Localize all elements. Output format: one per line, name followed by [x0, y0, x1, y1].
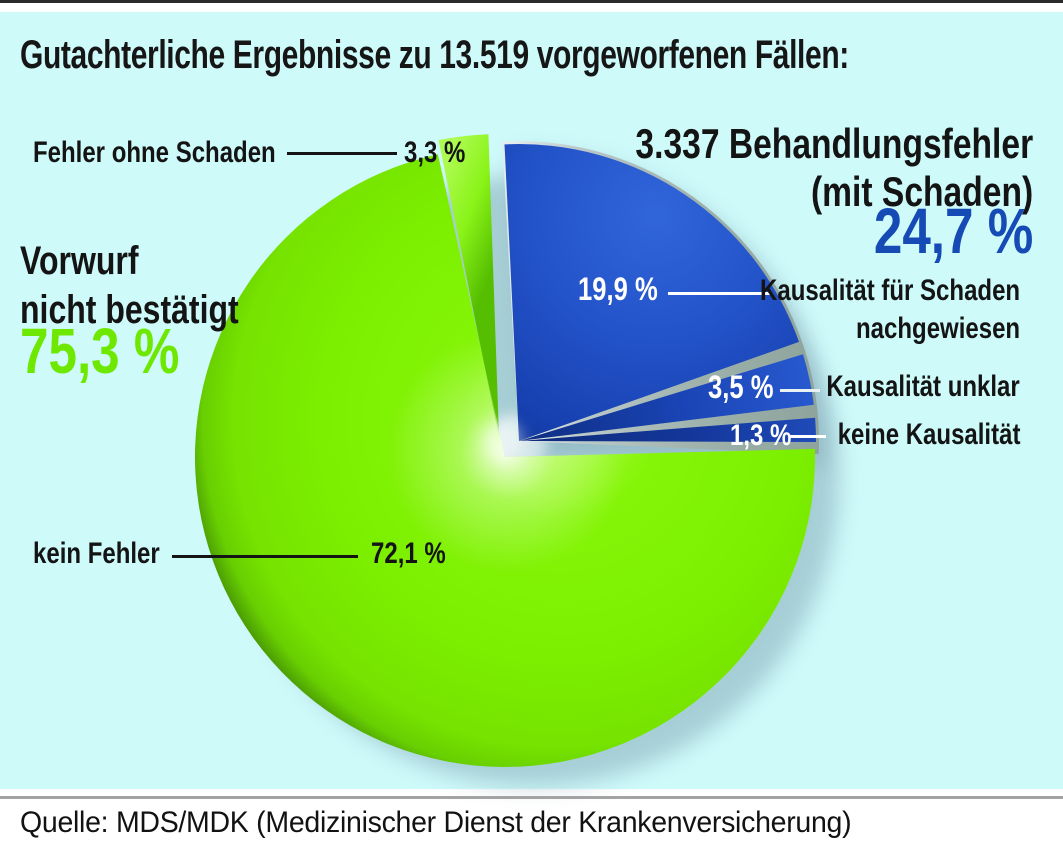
label-kausalitaet-nachgewiesen: Kausalität für Schaden nachgewiesen — [760, 272, 1020, 347]
value-fehler-ohne-schaden: 3,3 % — [404, 136, 466, 169]
label-vorwurf-nicht-bestaetigt: Vorwurf nicht bestätigt — [20, 237, 239, 335]
pie-slice-kausalitaet-unklar — [519, 354, 814, 441]
leader-line-kausalitaet-unklar — [780, 389, 820, 392]
pie-slice-keine-kausalitaet — [519, 417, 817, 442]
label-vorwurf-line2: nicht bestätigt — [20, 287, 239, 332]
source-credit: Quelle: MDS/MDK (Medizinischer Dienst de… — [20, 806, 852, 839]
label-kausalitaet-nachgewiesen-line1: Kausalität für Schaden — [759, 274, 1020, 307]
value-vorwurf-nicht-bestaetigt: 75,3 % — [20, 315, 180, 387]
pie-slice-fehler-ohne-schaden — [438, 134, 499, 437]
label-kausalitaet-unklar: Kausalität unklar — [826, 370, 1020, 403]
value-kein-fehler: 72,1 % — [371, 537, 446, 570]
apex-glow-sliver — [483, 421, 523, 461]
label-behandlungsfehler-line1: 3.337 Behandlungsfehler — [635, 120, 1033, 167]
top-border — [0, 0, 1063, 3]
value-kausalitaet-unklar: 3,5 % — [708, 369, 774, 405]
label-vorwurf-line1: Vorwurf — [20, 239, 139, 283]
label-kein-fehler: kein Fehler — [33, 537, 160, 570]
value-keine-kausalitaet: 1,3 % — [730, 419, 792, 452]
leader-line-kausalitaet-nachgewiesen — [668, 292, 770, 295]
page-title: Gutachterliche Ergebnisse zu 13.519 vorg… — [20, 33, 849, 77]
label-keine-kausalitaet: keine Kausalität — [837, 418, 1020, 451]
label-fehler-ohne-schaden: Fehler ohne Schaden — [33, 136, 276, 169]
label-behandlungsfehler: 3.337 Behandlungsfehler (mit Schaden) — [635, 120, 1033, 216]
label-kausalitaet-nachgewiesen-line2: nachgewiesen — [855, 311, 1020, 345]
label-behandlungsfehler-line2: (mit Schaden) — [810, 167, 1033, 215]
pie-slice-kausalitaet-nachgewiesen — [504, 144, 799, 441]
leader-line-kein-fehler — [172, 555, 358, 558]
value-kausalitaet-nachgewiesen: 19,9 % — [578, 271, 658, 307]
bottom-divider — [0, 796, 1063, 799]
leader-line-fehler-ohne-schaden — [287, 152, 397, 155]
leader-line-keine-kausalitaet — [790, 435, 826, 438]
value-behandlungsfehler: 24,7 % — [873, 195, 1033, 267]
